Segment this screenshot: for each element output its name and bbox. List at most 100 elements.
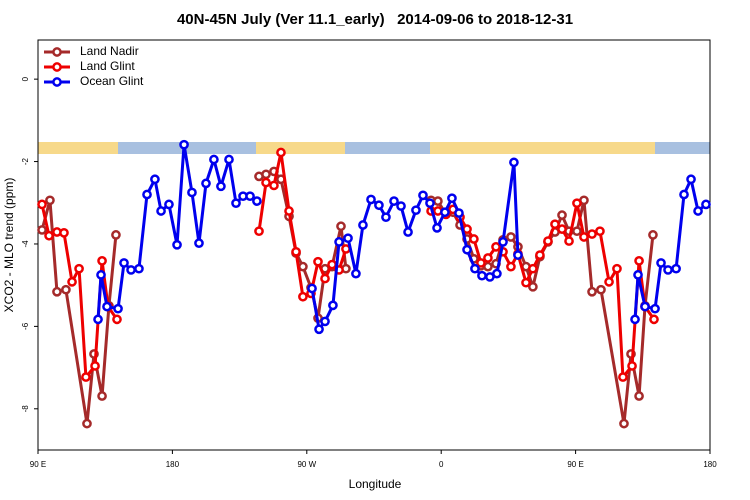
y-tick-label: -4	[21, 240, 30, 248]
data-point	[587, 229, 597, 239]
series	[37, 166, 658, 429]
x-tick-label: 0	[439, 460, 444, 469]
data-point	[224, 154, 234, 165]
data-point	[693, 206, 703, 216]
data-point	[618, 372, 628, 382]
data-point	[90, 361, 100, 371]
data-point	[366, 194, 376, 205]
data-point	[535, 250, 545, 260]
legend-marker	[52, 77, 62, 87]
data-point	[61, 284, 71, 295]
data-point	[358, 220, 368, 230]
data-point	[59, 227, 69, 238]
data-point	[649, 314, 659, 325]
data-point	[187, 187, 197, 198]
data-point	[425, 198, 435, 209]
data-point	[579, 232, 589, 242]
data-point	[612, 263, 622, 274]
data-point	[307, 283, 317, 294]
data-point	[111, 230, 121, 240]
data-point	[432, 223, 442, 233]
data-point	[67, 277, 77, 287]
data-point	[269, 180, 279, 191]
data-point	[261, 177, 271, 188]
data-point	[74, 263, 84, 274]
data-point	[44, 230, 54, 241]
data-point	[640, 301, 650, 312]
data-point	[93, 314, 103, 325]
data-point	[252, 196, 262, 206]
data-point	[209, 154, 219, 165]
data-point	[172, 239, 182, 250]
data-point	[543, 236, 553, 246]
data-point	[381, 212, 391, 223]
series	[93, 139, 711, 335]
data-point	[671, 263, 681, 274]
data-point	[604, 277, 614, 287]
data-point	[650, 303, 660, 314]
data-point	[313, 256, 323, 267]
data-point	[245, 191, 255, 202]
x-tick-label: 90 E	[567, 460, 583, 469]
data-point	[194, 238, 204, 248]
data-point	[126, 265, 136, 275]
x-axis-label: Longitude	[349, 477, 402, 491]
series	[37, 147, 659, 382]
data-point	[418, 190, 428, 201]
data-point	[291, 246, 301, 257]
data-point	[119, 258, 129, 268]
data-point	[557, 224, 567, 234]
data-point	[164, 199, 174, 210]
chart-title: 40N-45N July (Ver 11.1_early) 2014-09-06…	[177, 11, 573, 28]
data-point	[113, 303, 123, 314]
data-point	[284, 206, 294, 216]
data-point	[112, 314, 122, 325]
y-tick-label: -2	[21, 157, 30, 165]
data-point	[572, 226, 582, 237]
plot-frame	[37, 39, 711, 451]
data-point	[231, 198, 241, 209]
legend-marker	[52, 47, 62, 57]
data-point	[150, 174, 160, 185]
data-point	[679, 189, 689, 200]
data-point	[619, 418, 629, 429]
data-point	[334, 237, 344, 247]
data-point	[477, 270, 487, 281]
y-axis-label: XCO2 - MLO trend (ppm)	[2, 178, 16, 313]
data-point	[483, 261, 493, 272]
data-point	[469, 234, 479, 244]
data-point	[440, 207, 450, 218]
data-point	[454, 208, 464, 218]
data-point	[327, 259, 337, 270]
data-point	[134, 263, 144, 274]
data-point	[216, 181, 226, 192]
data-point	[483, 253, 493, 263]
data-point	[336, 221, 346, 232]
data-point	[403, 227, 413, 237]
data-point	[627, 361, 637, 371]
y-tick-label: 0	[21, 76, 30, 81]
data-point	[82, 418, 92, 429]
y-tick-label: -8	[21, 405, 30, 413]
data-point	[45, 195, 55, 206]
data-point	[476, 258, 486, 268]
data-point	[411, 205, 421, 216]
data-point	[492, 268, 502, 279]
data-point	[201, 178, 211, 189]
data-point	[389, 196, 399, 206]
data-point	[686, 174, 696, 185]
data-point	[102, 301, 112, 312]
data-point	[634, 256, 644, 266]
data-point	[663, 265, 673, 275]
data-point	[254, 226, 264, 237]
data-point	[328, 300, 338, 311]
legend-label: Land Nadir	[80, 44, 139, 58]
data-point	[506, 232, 516, 242]
data-point	[630, 314, 640, 325]
data-point	[179, 139, 189, 150]
x-tick-label: 90 E	[30, 460, 46, 469]
data-point	[595, 226, 605, 237]
legend-label: Land Glint	[80, 59, 135, 73]
data-point	[656, 258, 666, 268]
